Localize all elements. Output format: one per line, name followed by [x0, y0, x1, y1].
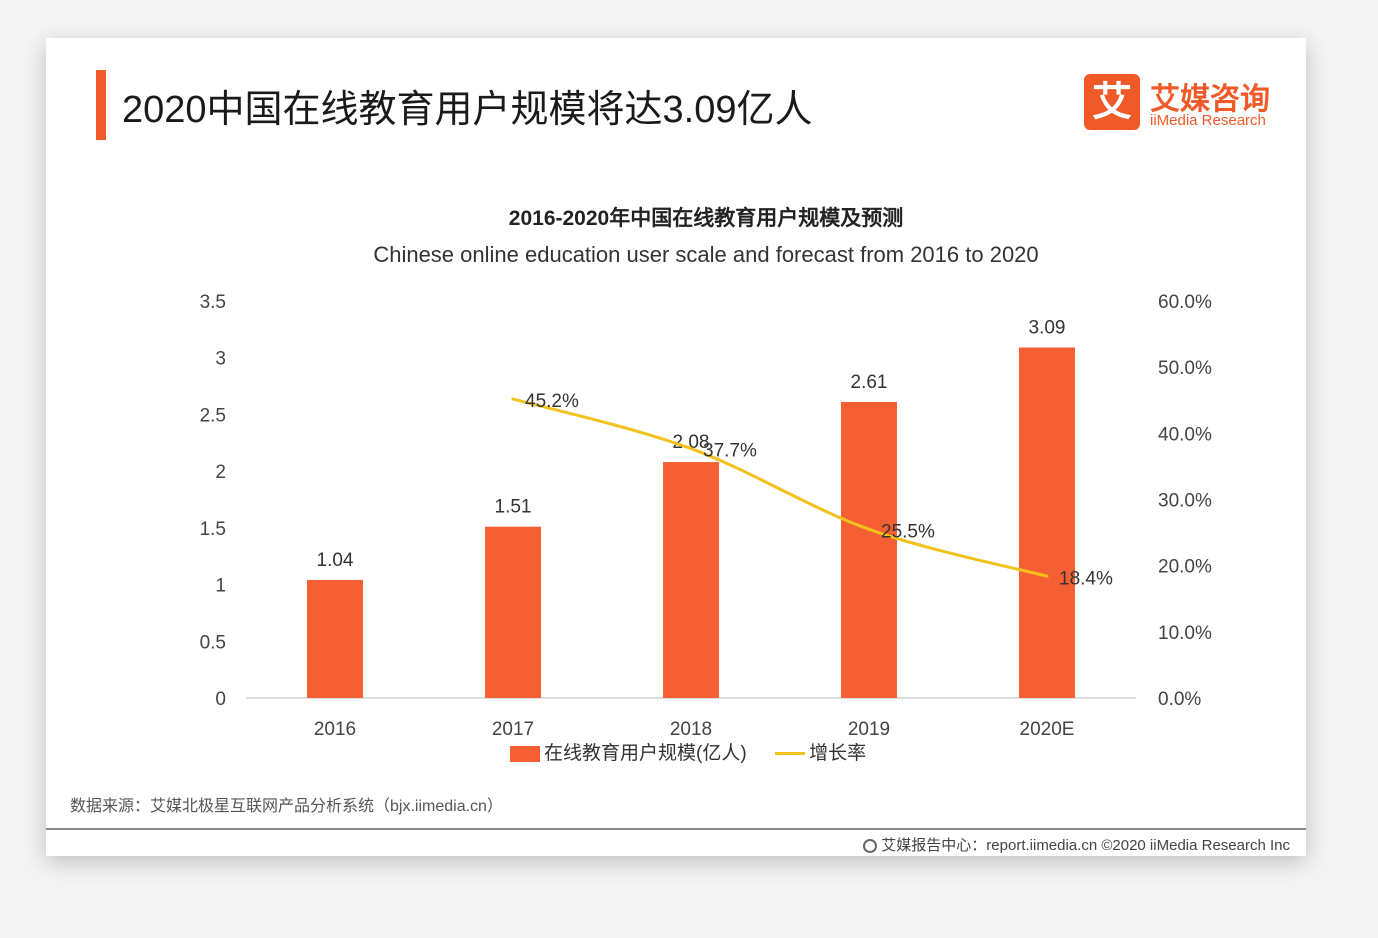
growth-point	[511, 397, 515, 401]
y-right-tick-label: 60.0%	[1158, 292, 1212, 313]
x-tick-label: 2016	[314, 719, 356, 740]
y-left-tick-label: 0	[215, 689, 226, 710]
growth-point	[689, 447, 693, 451]
bar-data-label: 1.51	[495, 497, 532, 518]
footer-credit-text: 艾媒报告中心：report.iimedia.cn ©2020 iiMedia R…	[881, 837, 1290, 854]
data-source-note: 数据来源：艾媒北极星互联网产品分析系统（bjx.iimedia.cn）	[70, 798, 503, 815]
bar-data-label: 2.61	[851, 372, 888, 393]
growth-point	[867, 527, 871, 531]
chart-subtitle: Chinese online education user scale and …	[373, 242, 1039, 267]
x-tick-label: 2017	[492, 719, 534, 740]
bar	[307, 580, 363, 698]
x-tick-label: 2019	[848, 719, 890, 740]
logo-text-en: iiMedia Research	[1150, 112, 1266, 129]
y-left-tick-label: 1.5	[200, 519, 226, 540]
iimedia-logo: 艾 艾媒咨询 iiMedia Research	[1084, 74, 1284, 134]
bar	[663, 462, 719, 698]
y-right-tick-label: 20.0%	[1158, 557, 1212, 578]
logo-mark-icon: 艾	[1084, 74, 1140, 130]
legend-swatch-bar	[510, 745, 540, 762]
combo-chart: 0 0.5 1 1.5 2 2.5 3 3.5 0.0% 10.0% 20.0% 30.0% 40.0%…	[200, 292, 1212, 740]
growth-data-label: 37.7%	[703, 441, 757, 462]
y-right-tick-label: 40.0%	[1158, 424, 1212, 445]
report-card: 2020中国在线教育用户规模将达3.09亿人 艾 艾媒咨询 iiMedia Re…	[46, 38, 1306, 856]
growth-data-label: 18.4%	[1059, 568, 1113, 589]
bar	[841, 401, 897, 698]
bar	[1019, 347, 1075, 698]
legend-label-growth: 增长率	[809, 743, 867, 764]
y-right-tick-label: 50.0%	[1158, 358, 1212, 379]
legend-item-growth: 增长率	[775, 738, 866, 765]
bar-data-label: 2.08	[673, 432, 710, 453]
y-left-tick-label: 0.5	[200, 632, 226, 653]
legend-swatch-line	[775, 752, 806, 756]
y-right-tick-label: 30.0%	[1158, 491, 1212, 512]
y-right-tick-label: 0.0%	[1158, 689, 1201, 710]
y-left-tick-label: 1	[215, 576, 226, 597]
footer-credit: 艾媒报告中心：report.iimedia.cn ©2020 iiMedia R…	[863, 834, 1290, 855]
y-left-tick-label: 2	[215, 462, 226, 483]
x-tick-label: 2018	[670, 719, 712, 740]
growth-data-label: 45.2%	[525, 391, 579, 412]
report-center-icon	[863, 839, 878, 854]
x-tick-label: 2020E	[1020, 719, 1075, 740]
page-title: 2020中国在线教育用户规模将达3.09亿人	[122, 89, 813, 131]
y-left-tick-label: 3.5	[200, 292, 226, 313]
bar	[485, 526, 541, 698]
legend-label-users: 在线教育用户规模(亿人)	[544, 743, 747, 764]
title-accent-bar	[96, 70, 106, 140]
y-right-tick-label: 10.0%	[1158, 623, 1212, 644]
chart-title: 2016-2020年中国在线教育用户规模及预测	[508, 207, 904, 230]
growth-rate-line	[512, 397, 1048, 578]
y-left-tick-label: 3	[215, 349, 226, 370]
y-left-tick-label: 2.5	[200, 405, 226, 426]
chart-legend: 在线教育用户规模(亿人) 增长率	[510, 738, 890, 765]
growth-point	[1045, 574, 1049, 578]
logo-text-cn: 艾媒咨询	[1150, 83, 1270, 116]
growth-data-label: 25.5%	[881, 521, 935, 542]
bar-data-label: 1.04	[317, 550, 354, 571]
footer-divider	[46, 828, 1306, 830]
legend-item-users: 在线教育用户规模(亿人)	[510, 738, 747, 765]
bar-data-label: 3.09	[1029, 318, 1066, 339]
